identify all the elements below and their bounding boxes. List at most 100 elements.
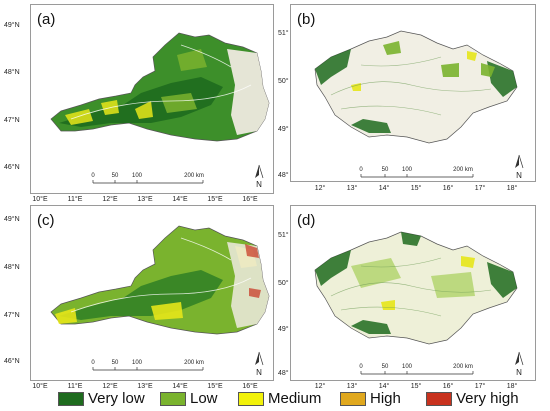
map-panel-d: (d) 0 50 100 200 km N [290,205,536,381]
map-panel-c: (c) 0 50 100 200 km N [30,205,274,381]
north-arrow-icon: N [255,351,264,377]
lat-label-c-49: 49°N [4,216,20,223]
scale-tick-50: 50 [382,167,389,173]
lon-label-d-16: 16° [442,383,454,390]
light-green-patches [161,49,207,113]
lon-label-b-12: 12° [314,185,326,192]
legend-label-medium: Medium [268,390,322,407]
legend-label-very-low: Very low [88,390,145,407]
east-lowlands [227,49,269,135]
lon-label-d-17: 17° [474,383,486,390]
czechia-map-b: 0 50 100 200 km N [314,30,524,180]
north-arrow-icon: N [515,154,524,180]
lon-label-b-16: 16° [442,185,454,192]
scale-tick-50: 50 [112,173,119,179]
lon-label-c-12: 12°E [102,383,118,390]
scale-tick-100: 100 [132,360,143,366]
czechia-outline [314,30,518,144]
map-panel-a: (a) 0 50 100 200 km N [30,4,274,194]
scale-tick-0: 0 [91,173,95,179]
lon-label-b-15: 15° [410,185,422,192]
lon-label-c-16: 16°E [242,383,258,390]
lat-label-d-50: 50° [278,280,289,287]
scale-tick-50: 50 [382,364,389,370]
lon-label-d-13: 13° [346,383,358,390]
green-highlands [59,77,223,127]
lat-label-a-47: 47°N [4,117,20,124]
legend-swatch-very-low [58,392,84,406]
scale-bar: 0 50 100 200 km [91,360,204,371]
scale-bar: 0 50 100 200 km [91,173,204,184]
lon-label-d-12: 12° [314,383,326,390]
lon-label-d-18: 18° [506,383,518,390]
legend-swatch-medium [238,392,264,406]
lon-label-b-14: 14° [378,185,390,192]
legend-swatch-low [160,392,186,406]
lat-label-d-51: 51° [278,232,289,239]
legend-label-low: Low [190,390,218,407]
lon-label-d-15: 15° [410,383,422,390]
panel-label-b: (b) [297,11,316,28]
scale-tick-0: 0 [359,167,363,173]
river-lines [70,237,252,313]
map-panel-b: (b) 0 50 100 200 km N [290,4,536,182]
panel-label-c: (c) [37,212,55,229]
high-risk-spots [245,244,261,298]
lon-label-c-10: 10°E [32,383,48,390]
north-arrow-icon: N [255,164,264,189]
lat-label-b-51: 51° [278,30,289,37]
north-arrow-icon: N [515,351,524,377]
legend-swatch-very-high [426,392,452,406]
legend: Very low Low Medium High Very high [0,387,550,411]
texture-strokes [330,56,492,116]
lat-label-d-48: 48° [278,370,289,377]
scale-tick-100: 100 [402,167,413,173]
north-label: N [516,368,522,377]
panel-label-d: (d) [297,212,316,229]
lon-label-a-16: 16°E [242,196,258,203]
lon-label-a-15: 15°E [207,196,223,203]
scale-bar: 0 50 100 200 km [359,364,474,375]
yellow-spots [381,256,475,310]
green-belts [315,49,517,133]
lon-label-d-14: 14° [378,383,390,390]
lat-label-b-50: 50° [278,78,289,85]
north-label: N [516,171,522,180]
lat-label-c-48: 48°N [4,264,20,271]
legend-label-high: High [370,390,401,407]
lon-label-a-11: 11°E [67,196,83,203]
lon-label-a-12: 12°E [102,196,118,203]
lat-label-a-46: 46°N [4,164,20,171]
lon-label-c-14: 14°E [172,383,188,390]
lon-label-a-10: 10°E [32,196,48,203]
green-highlands [59,270,223,320]
lat-label-a-49: 49°N [4,22,20,29]
scale-tick-100: 100 [402,364,413,370]
scale-tick-0: 0 [359,364,363,370]
scale-tick-200: 200 km [453,364,473,370]
scale-tick-200: 200 km [184,360,204,366]
east-lowlands [227,242,269,328]
river-lines [70,44,252,120]
lon-label-c-13: 13°E [137,383,153,390]
scale-tick-100: 100 [132,173,143,179]
light-green-areas [351,258,475,298]
czechia-outline [314,231,518,345]
lon-label-c-15: 15°E [207,383,223,390]
lon-label-c-11: 11°E [67,383,83,390]
czechia-map-d: 0 50 100 200 km N [314,231,524,377]
scale-tick-50: 50 [112,360,119,366]
lat-label-c-46: 46°N [4,358,20,365]
lat-label-b-49: 49° [278,126,289,133]
yellow-patches [55,246,257,324]
austria-map-a: 0 50 100 200 km N [50,32,270,189]
lat-label-b-48: 48° [278,172,289,179]
scale-tick-200: 200 km [453,167,473,173]
light-green-spots [383,41,495,77]
lon-label-b-18: 18° [506,185,518,192]
austria-map-c: 0 50 100 200 km N [50,225,270,377]
panel-label-a: (a) [37,11,56,28]
lat-label-a-48: 48°N [4,69,20,76]
legend-swatch-high [340,392,366,406]
lat-label-d-49: 49° [278,326,289,333]
